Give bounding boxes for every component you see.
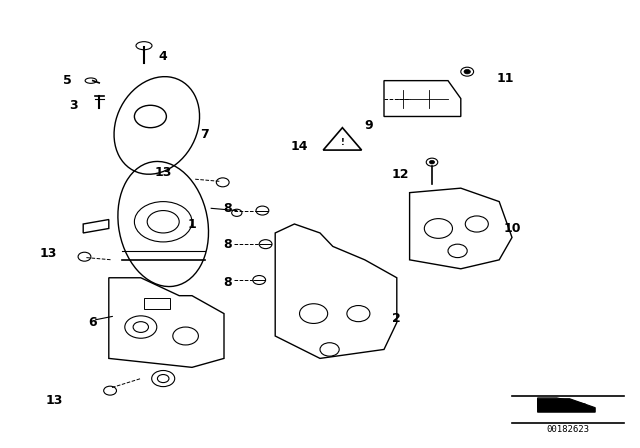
- Circle shape: [464, 69, 470, 74]
- Text: 9: 9: [364, 119, 373, 132]
- Circle shape: [429, 160, 435, 164]
- Text: 14: 14: [291, 140, 308, 154]
- Text: 6: 6: [88, 316, 97, 329]
- Text: 3: 3: [69, 99, 78, 112]
- Text: 8: 8: [223, 202, 232, 215]
- Text: 5: 5: [63, 74, 72, 87]
- Text: 1: 1: [188, 217, 196, 231]
- Text: 11: 11: [497, 72, 515, 85]
- Text: 13: 13: [154, 166, 172, 179]
- Polygon shape: [538, 399, 595, 412]
- Text: 12: 12: [391, 168, 409, 181]
- Text: 00182623: 00182623: [547, 425, 590, 434]
- Text: 10: 10: [503, 222, 521, 235]
- Text: 4: 4: [159, 49, 168, 63]
- Text: 8: 8: [223, 237, 232, 251]
- Text: 8: 8: [223, 276, 232, 289]
- Text: 2: 2: [392, 311, 401, 325]
- Text: 7: 7: [200, 128, 209, 141]
- Text: 13: 13: [45, 394, 63, 408]
- Text: 13: 13: [39, 246, 57, 260]
- Text: !: !: [340, 138, 344, 147]
